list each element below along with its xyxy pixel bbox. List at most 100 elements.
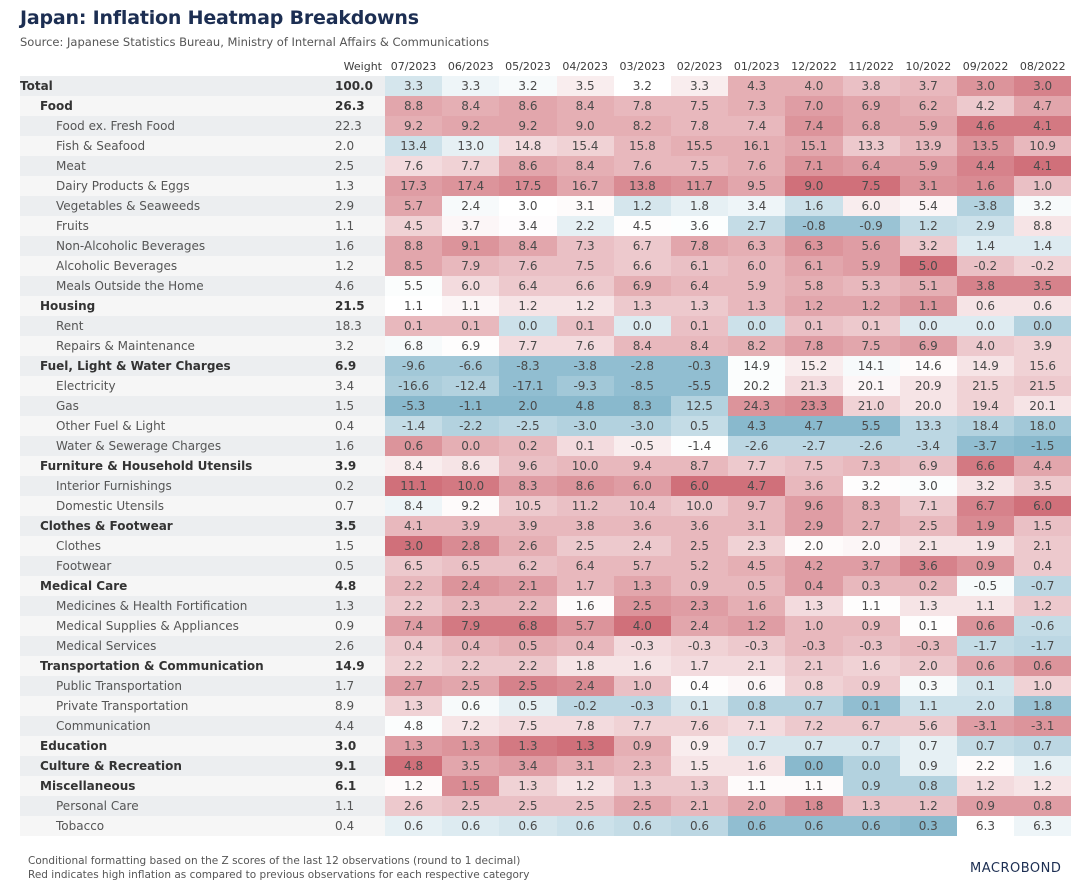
heat-cell: 1.9 <box>956 536 1015 556</box>
heat-cell: -0.7 <box>1014 576 1072 596</box>
weight-value: 1.5 <box>330 536 385 556</box>
heat-cell: 8.2 <box>613 116 671 136</box>
heat-cell: 2.5 <box>899 516 957 536</box>
category-label: Medical Supplies & Appliances <box>20 616 330 636</box>
heat-cell: 1.6 <box>785 196 843 216</box>
heat-cell: 7.7 <box>728 456 786 476</box>
heat-cell: 1.2 <box>1014 776 1072 796</box>
heat-cell: 8.8 <box>385 236 443 256</box>
table-row: Housing 21.5 1.1 1.1 1.2 1.2 1.3 1.3 1.3 1.2 1.2 1.… <box>20 296 1072 316</box>
heat-cell: -3.1 <box>956 716 1015 736</box>
heat-cell: 0.8 <box>1014 796 1072 816</box>
heat-cell: 4.2 <box>956 96 1015 116</box>
heat-cell: 1.6 <box>556 596 614 616</box>
column-header: 07/2023 <box>390 60 437 73</box>
heat-cell: 1.0 <box>785 616 843 636</box>
heat-cell: -6.6 <box>442 356 500 376</box>
heat-cell: 3.5 <box>1014 276 1072 296</box>
heat-cell: 6.3 <box>1014 816 1072 836</box>
heat-cell: 5.6 <box>842 236 900 256</box>
heat-cell: 7.7 <box>442 156 500 176</box>
heat-cell: 1.6 <box>842 656 900 676</box>
table-row: Miscellaneous 6.1 1.2 1.5 1.3 1.2 1.3 1.3 1.1 1.1… <box>20 776 1072 796</box>
heat-cell: 6.6 <box>956 456 1015 476</box>
heat-cell: -8.5 <box>613 376 671 396</box>
heat-cell: -2.7 <box>785 436 843 456</box>
heat-cell: 13.0 <box>442 136 500 156</box>
weight-value: 3.0 <box>330 736 385 756</box>
heat-cell: 3.6 <box>670 216 729 236</box>
weight-value: 4.6 <box>330 276 385 296</box>
heat-cell: 0.9 <box>899 756 957 776</box>
heat-cell: 1.3 <box>499 776 557 796</box>
heat-cell: 9.4 <box>613 456 671 476</box>
heat-cell: 1.3 <box>670 296 729 316</box>
heat-cell: 0.0 <box>842 756 900 776</box>
heat-cell: 6.5 <box>442 556 500 576</box>
heat-cell: 6.9 <box>899 336 957 356</box>
heat-cell: 0.3 <box>842 576 900 596</box>
heat-cell: 7.8 <box>613 96 671 116</box>
heat-cell: 24.3 <box>728 396 786 416</box>
heat-cell: 4.7 <box>785 416 843 436</box>
heat-cell: 6.5 <box>385 556 443 576</box>
heat-cell: 16.1 <box>728 136 786 156</box>
table-row: Electricity 3.4 -16.6 -12.4 -17.1 -9.3 -8.5 -5.… <box>20 376 1072 396</box>
heat-cell: 1.0 <box>1014 676 1072 696</box>
category-label: Clothes <box>20 536 330 556</box>
weight-value: 21.5 <box>330 296 385 316</box>
heat-cell: 1.1 <box>956 596 1015 616</box>
heat-cell: 0.6 <box>956 296 1015 316</box>
table-row: Repairs & Maintenance 3.2 6.8 6.9 7.7 7.6 8.4 8… <box>20 336 1072 356</box>
heat-cell: 19.4 <box>956 396 1015 416</box>
heat-cell: 6.9 <box>899 456 957 476</box>
heat-cell: 3.5 <box>556 76 614 96</box>
heat-cell: 9.2 <box>442 496 500 516</box>
heat-cell: 0.1 <box>385 316 443 336</box>
heat-cell: 7.0 <box>785 96 843 116</box>
weight-value: 3.4 <box>330 376 385 396</box>
heat-cell: 4.7 <box>1014 96 1072 116</box>
heat-cell: 3.3 <box>442 76 500 96</box>
heat-cell: 1.3 <box>613 776 671 796</box>
heat-cell: 0.1 <box>842 696 900 716</box>
heat-cell: 8.6 <box>499 96 557 116</box>
heat-cell: 11.2 <box>556 496 614 516</box>
table-row: Gas 1.5 -5.3 -1.1 2.0 4.8 8.3 12.5 24.3 23.3 21.0 2… <box>20 396 1072 416</box>
heat-cell: 0.8 <box>785 676 843 696</box>
heat-cell: 13.3 <box>899 416 957 436</box>
category-label: Footwear <box>20 556 330 576</box>
weight-header: Weight <box>343 60 382 73</box>
heat-cell: 1.4 <box>956 236 1015 256</box>
category-label: Medical Care <box>20 576 330 596</box>
category-label: Food ex. Fresh Food <box>20 116 330 136</box>
heat-cell: 0.0 <box>613 316 671 336</box>
weight-value: 3.5 <box>330 516 385 536</box>
heat-cell: 6.3 <box>956 816 1015 836</box>
heat-cell: -0.6 <box>1014 616 1072 636</box>
heat-cell: 1.3 <box>442 736 500 756</box>
heat-cell: 5.4 <box>899 196 957 216</box>
heat-cell: -1.4 <box>670 436 729 456</box>
category-label: Meat <box>20 156 330 176</box>
heat-cell: -1.1 <box>442 396 500 416</box>
heat-cell: -9.3 <box>556 376 614 396</box>
heat-cell: 3.9 <box>499 516 557 536</box>
column-header: 09/2022 <box>962 60 1009 73</box>
heat-cell: 7.3 <box>556 236 614 256</box>
weight-value: 4.8 <box>330 576 385 596</box>
heat-cell: 1.1 <box>385 296 443 316</box>
category-label: Private Transportation <box>20 696 330 716</box>
heat-cell: 1.8 <box>785 796 843 816</box>
heat-cell: 4.4 <box>1014 456 1072 476</box>
heat-cell: 1.1 <box>842 596 900 616</box>
heat-cell: 0.6 <box>1014 296 1072 316</box>
heat-cell: 8.4 <box>442 96 500 116</box>
heat-cell: 7.3 <box>728 96 786 116</box>
weight-value: 0.5 <box>330 556 385 576</box>
heat-cell: 17.4 <box>442 176 500 196</box>
heat-cell: 3.5 <box>442 756 500 776</box>
heat-cell: -0.3 <box>670 356 729 376</box>
heat-cell: 1.2 <box>1014 596 1072 616</box>
heat-cell: 6.7 <box>613 236 671 256</box>
